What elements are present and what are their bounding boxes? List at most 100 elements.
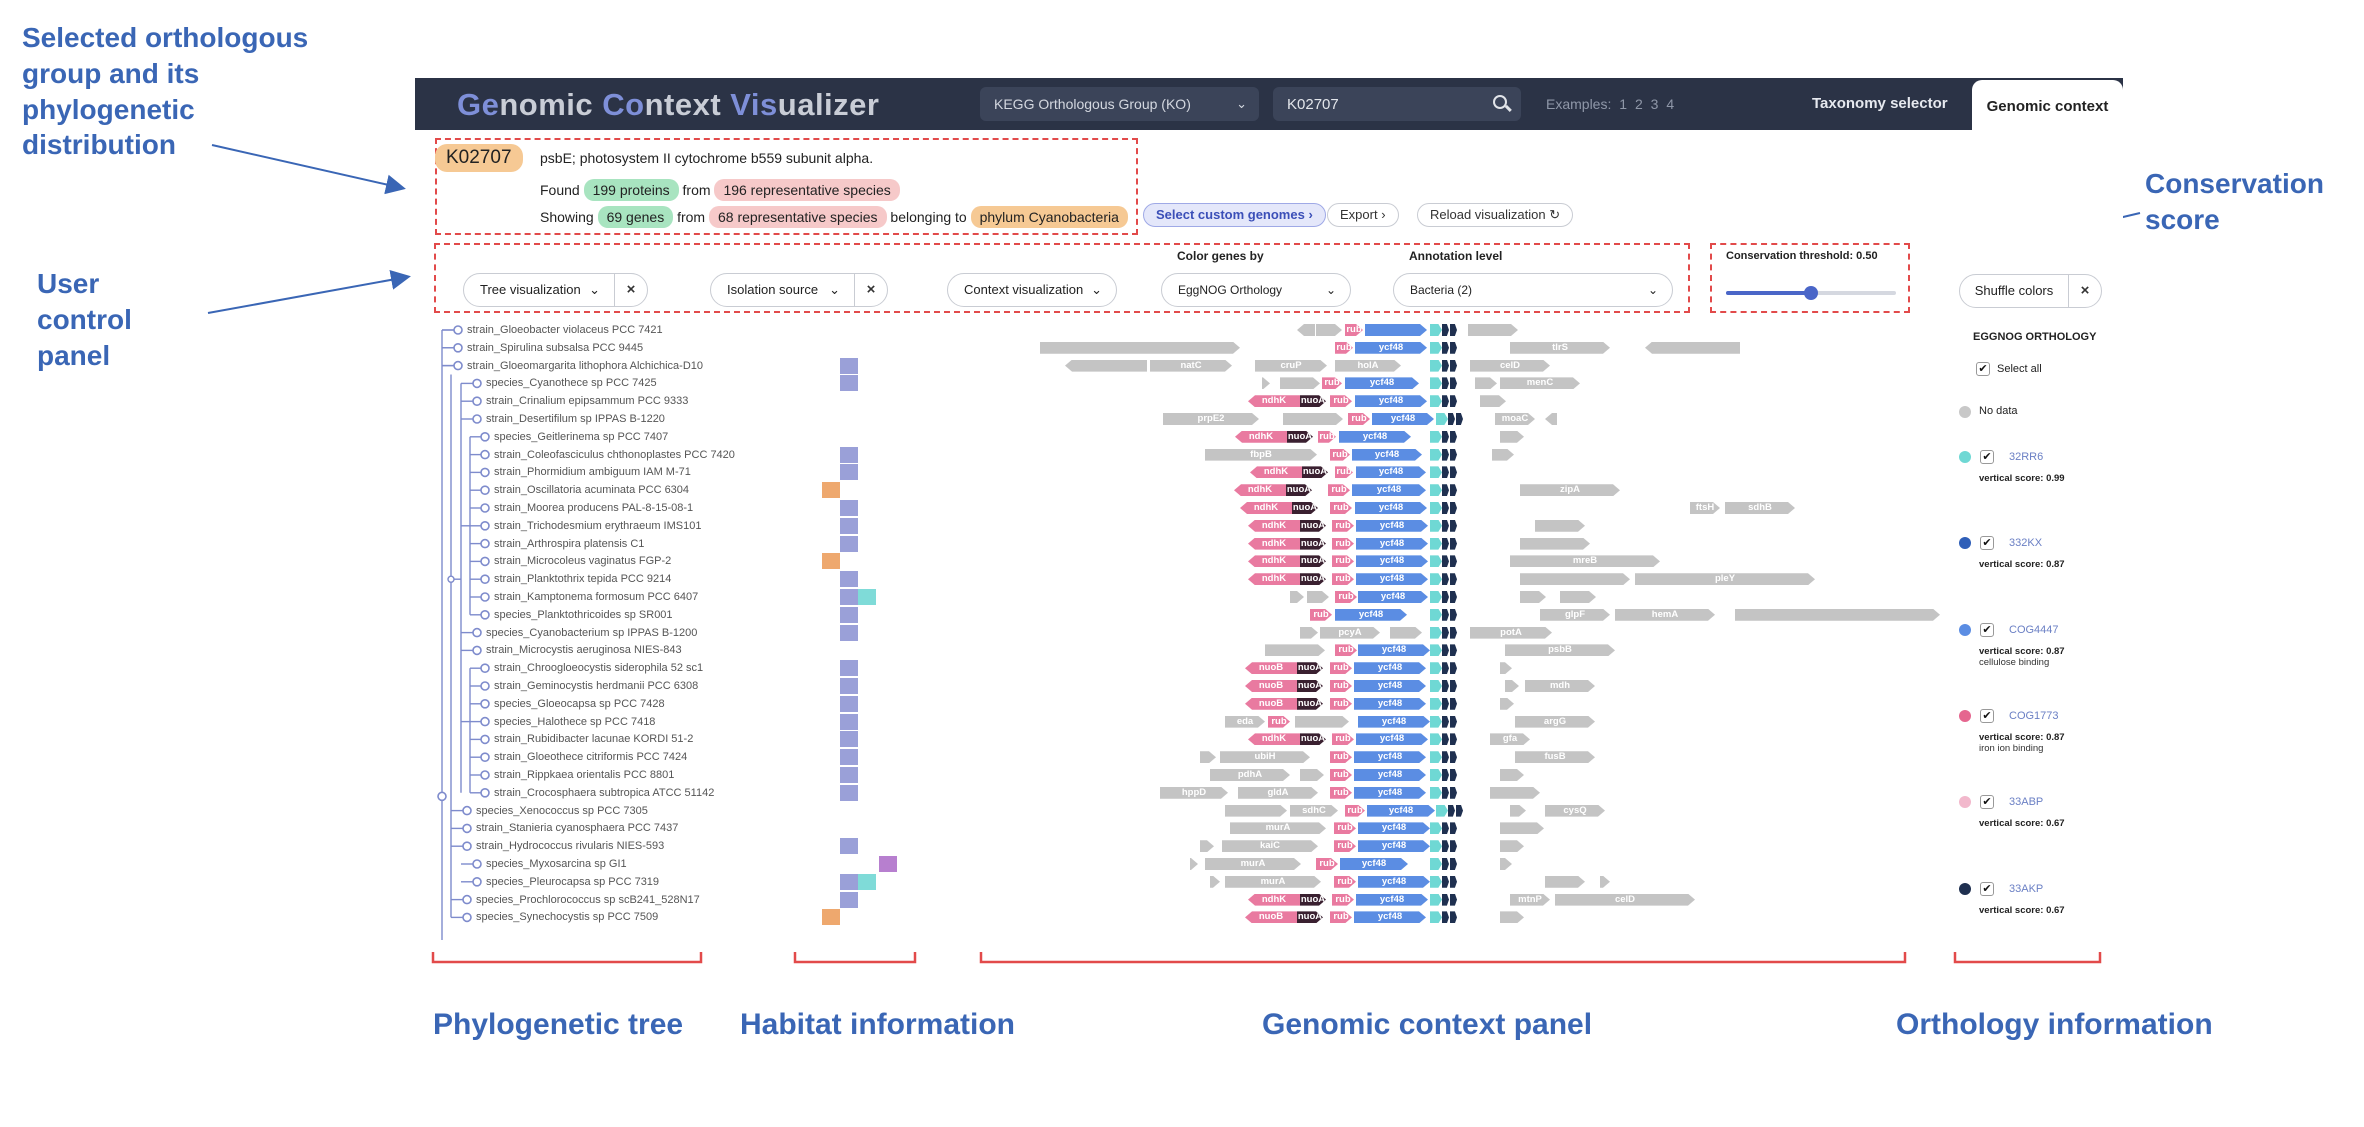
tree-leaf-label[interactable]: strain_Kamptonema formosum PCC 6407 [494,591,699,603]
gene-arrow[interactable] [1450,840,1457,853]
habitat-cell[interactable] [879,856,897,872]
tree-leaf-label[interactable]: species_Synechocystis sp PCC 7509 [476,911,659,924]
gene-arrow[interactable] [1190,858,1198,870]
gene-arrow[interactable] [1430,644,1442,657]
gene-arrow[interactable] [1450,911,1457,924]
gene-arrow[interactable] [1430,840,1442,853]
gene-arrow[interactable]: ycf48 [1372,413,1434,425]
gene-arrow[interactable]: rub [1348,413,1370,425]
habitat-cell[interactable] [840,624,858,641]
gene-arrow[interactable] [1450,484,1457,497]
tree-leaf-label[interactable]: strain_Chroogloeocystis siderophila 52 s… [494,662,704,675]
context-visualization-select[interactable]: Context visualization ⌄ [947,273,1117,307]
gene-arrow[interactable] [1442,626,1449,639]
gene-arrow[interactable]: rub [1332,894,1354,906]
gene-arrow[interactable] [1290,591,1304,603]
gene-arrow[interactable]: ndhK [1240,502,1292,514]
gene-arrow[interactable] [1295,716,1349,728]
gene-arrow[interactable]: pleY [1635,573,1815,585]
gene-arrow[interactable] [1500,840,1524,852]
gene-arrow[interactable]: fbpB [1205,449,1317,461]
gene-arrow[interactable]: nuoA [1297,911,1323,923]
tree-leaf-label[interactable]: strain_Rippkaea orientalis PCC 8801 [494,769,675,781]
tree-leaf-label[interactable]: species_Cyanobacterium sp IPPAS B-1200 [486,626,698,639]
gene-arrow[interactable] [1442,697,1449,710]
gene-arrow[interactable] [1500,769,1524,781]
gene-arrow[interactable]: nuoB [1245,662,1297,675]
legend-checkbox[interactable]: ✔ [1980,622,1994,637]
tree-leaf-label[interactable]: species_Cyanothece sp PCC 7425 [486,377,657,390]
gene-arrow[interactable]: ycf48 [1356,555,1428,567]
tree-leaf-label[interactable]: species_Prochlorococcus sp scB241_528N17 [476,893,700,906]
tree-leaf-label[interactable]: strain_Oscillatoria acuminata PCC 6304 [494,484,690,497]
gene-arrow[interactable] [1430,769,1442,781]
tree-leaf-label[interactable]: strain_Spirulina subsalsa PCC 9445 [467,341,644,354]
gene-arrow[interactable]: pcyA [1320,627,1380,639]
gene-arrow[interactable] [1300,769,1324,781]
gene-arrow[interactable] [1442,591,1449,603]
gene-arrow[interactable]: nuoB [1245,680,1297,692]
conservation-slider-handle[interactable] [1804,286,1818,300]
gene-arrow[interactable] [1442,662,1449,675]
gene-arrow[interactable]: nuoA [1300,573,1326,585]
gene-arrow[interactable] [1442,324,1449,336]
gene-arrow[interactable]: ycf48 [1354,769,1426,781]
gene-arrow[interactable] [1442,644,1449,657]
gene-arrow[interactable]: ycf48 [1340,858,1408,870]
gene-arrow[interactable]: ndhK [1248,893,1300,906]
gene-arrow[interactable] [1450,858,1457,870]
habitat-cell[interactable] [840,731,858,748]
gene-arrow[interactable] [1280,377,1320,389]
gene-arrow[interactable]: ftsH [1690,502,1720,514]
legend-orthology-name[interactable]: 33ABP [2009,796,2044,809]
gene-arrow[interactable]: ndhK [1248,573,1300,586]
gene-arrow[interactable] [1450,786,1457,799]
gene-arrow[interactable]: celD [1555,894,1695,906]
gene-arrow[interactable]: rub [1319,430,1335,442]
gene-arrow[interactable] [1065,359,1147,372]
gene-arrow[interactable]: rub [1336,466,1352,478]
tree-leaf-label[interactable]: strain_Coleofasciculus chthonoplastes PC… [494,448,735,461]
habitat-cell[interactable] [840,713,858,730]
gene-arrow[interactable] [1450,519,1457,532]
gene-arrow[interactable]: nuoA [1300,395,1326,407]
gene-arrow[interactable]: ycf48 [1345,377,1419,389]
gene-arrow[interactable] [1430,573,1442,586]
tab-taxonomy-selector[interactable]: Taxonomy selector [1812,95,1948,112]
gene-arrow[interactable]: rub [1330,502,1352,514]
gene-arrow[interactable]: rub [1334,822,1356,834]
example-link-3[interactable]: 3 [1650,96,1659,112]
gene-arrow[interactable]: rub [1330,751,1352,763]
gene-arrow[interactable]: cysQ [1545,805,1605,817]
tree-leaf-label[interactable]: strain_Stanieria cyanosphaera PCC 7437 [476,822,679,835]
gene-arrow[interactable]: ycf48 [1354,911,1426,923]
tree-visualization-clear[interactable]: × [614,273,648,307]
tree-leaf-label[interactable]: strain_Gloeobacter violaceus PCC 7421 [467,324,663,336]
tree-leaf-label[interactable]: strain_Arthrospira platensis C1 [494,537,645,550]
gene-arrow[interactable] [1442,786,1449,799]
database-select[interactable]: KEGG Orthologous Group (KO) ⌄ [980,87,1259,121]
gene-arrow[interactable] [1430,466,1442,479]
gene-arrow[interactable]: rub [1330,395,1352,407]
habitat-cell[interactable] [840,660,858,677]
gene-arrow[interactable] [1442,395,1449,408]
gene-arrow[interactable] [1297,324,1315,336]
color-by-select[interactable]: EggNOG Orthology ⌄ [1161,273,1351,307]
gene-arrow[interactable]: celD [1470,360,1550,372]
gene-arrow[interactable]: ndhK [1248,519,1300,532]
tree-leaf-label[interactable]: strain_Hydrococcus rivularis NIES-593 [476,840,665,853]
habitat-cell[interactable] [858,873,876,890]
gene-arrow[interactable] [1442,519,1449,532]
gene-arrow[interactable]: psbB [1505,644,1615,656]
gene-arrow[interactable]: rub [1330,911,1352,923]
habitat-cell[interactable] [840,535,858,552]
gene-arrow[interactable] [1430,324,1442,336]
gene-arrow[interactable] [1510,805,1526,817]
gene-arrow[interactable]: hemA [1615,609,1715,621]
gene-arrow[interactable] [1262,377,1270,389]
gene-arrow[interactable]: ubiH [1220,751,1310,763]
gene-arrow[interactable]: ycf48 [1358,822,1430,834]
gene-arrow[interactable]: moaC [1495,413,1535,425]
gene-arrow[interactable] [1225,805,1287,817]
gene-arrow[interactable]: argG [1515,716,1595,728]
